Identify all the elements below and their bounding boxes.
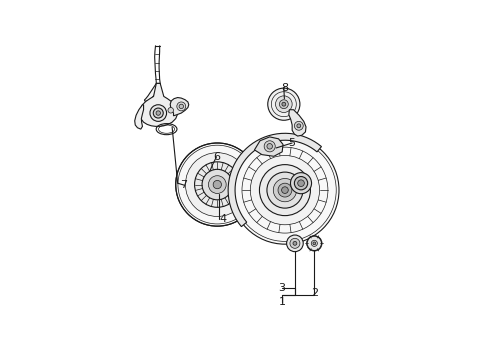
Polygon shape [135,105,144,129]
Circle shape [273,179,296,202]
Circle shape [287,235,303,252]
Circle shape [168,108,173,113]
Circle shape [150,105,167,121]
Circle shape [250,156,319,225]
Text: 7: 7 [180,180,188,190]
Circle shape [298,180,304,186]
Text: 5: 5 [289,138,295,148]
Circle shape [231,136,339,244]
Text: 8: 8 [281,82,288,93]
Circle shape [179,104,183,109]
Polygon shape [254,137,283,156]
Circle shape [213,180,221,189]
Circle shape [202,169,233,200]
Circle shape [264,141,275,152]
Circle shape [307,236,321,251]
Circle shape [195,162,240,207]
Circle shape [294,176,308,190]
Circle shape [293,242,297,245]
Circle shape [279,100,288,109]
Text: 3: 3 [279,283,286,293]
Text: 2: 2 [311,288,318,298]
Polygon shape [140,84,178,126]
Circle shape [275,96,292,112]
Circle shape [259,165,311,216]
Text: 1: 1 [279,297,286,307]
Circle shape [311,240,318,246]
Circle shape [177,102,186,111]
Circle shape [267,144,272,149]
Circle shape [208,176,226,193]
Text: 6: 6 [213,152,220,162]
Circle shape [297,124,301,128]
Circle shape [268,88,300,120]
Polygon shape [228,133,321,227]
Circle shape [240,175,246,180]
Polygon shape [170,98,189,116]
Circle shape [185,153,249,216]
Circle shape [267,172,303,208]
Circle shape [291,173,312,194]
Polygon shape [289,110,306,136]
Polygon shape [231,166,255,186]
Circle shape [156,111,161,115]
Circle shape [237,171,249,184]
Circle shape [282,102,286,106]
Circle shape [176,143,259,226]
Text: 4: 4 [220,214,227,224]
Circle shape [313,242,316,245]
Circle shape [294,121,303,130]
Circle shape [153,108,163,118]
Polygon shape [145,84,160,102]
Circle shape [282,187,288,193]
Circle shape [290,238,300,248]
Circle shape [278,183,292,197]
